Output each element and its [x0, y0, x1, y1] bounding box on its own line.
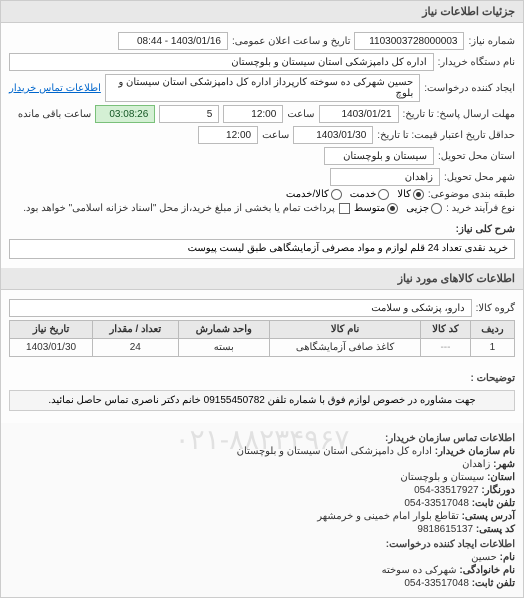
buytype-radio-group: جزیی متوسط — [354, 203, 442, 214]
classification-radio-group: کالا خدمت کالا/خدمت — [286, 189, 424, 200]
buyer-org-label: نام دستگاه خریدار: — [438, 57, 515, 68]
deadline-ext: 5 — [159, 105, 219, 123]
buyer-contact-link[interactable]: اطلاعات تماس خریدار — [9, 83, 101, 94]
public-date-label: تاریخ و ساعت اعلان عمومی: — [232, 36, 351, 47]
th-qty: تعداد / مقدار — [93, 321, 178, 339]
cell-code: --- — [421, 339, 471, 357]
deadline-time: 12:00 — [223, 105, 283, 123]
goods-group-label: گروه کالا: — [476, 303, 515, 314]
buytype-label: نوع فرآیند خرید : — [446, 203, 515, 214]
radio-both[interactable]: کالا/خدمت — [286, 189, 342, 200]
th-name: نام کالا — [270, 321, 421, 339]
radio-kala[interactable]: کالا — [397, 189, 424, 200]
radio-motavasset[interactable]: متوسط — [354, 203, 398, 214]
radio-icon — [387, 203, 398, 214]
contact-postal: کد پستی: 9818615137 — [9, 524, 515, 535]
th-date: تاریخ نیاز — [10, 321, 93, 339]
cell-qty: 24 — [93, 339, 178, 357]
goods-header: اطلاعات کالاهای مورد نیاز — [1, 268, 523, 290]
req-firstname: نام: حسین — [9, 552, 515, 563]
requester-label: ایجاد کننده درخواست: — [424, 83, 515, 94]
th-code: کد کالا — [421, 321, 471, 339]
th-unit: واحد شمارش — [178, 321, 270, 339]
contact-area: اطلاعات تماس سازمان خریدار: نام سازمان خ… — [1, 423, 523, 597]
remaining-time: 03:08:26 — [95, 105, 155, 123]
cell-unit: بسته — [178, 339, 270, 357]
advisory-text: جهت مشاوره در خصوص لوازم فوق با شماره تل… — [9, 390, 515, 411]
province-label: استان محل تحویل: — [438, 151, 515, 162]
need-number-label: شماره نیاز: — [468, 36, 515, 47]
deadline-time-label: ساعت — [287, 109, 314, 120]
cell-name: کاغذ صافی آزمایشگاهی — [270, 339, 421, 357]
public-date-value: 1403/01/16 - 08:44 — [118, 32, 228, 50]
overall-desc-label: شرح کلی نیاز: — [456, 224, 515, 235]
radio-jozei[interactable]: جزیی — [406, 203, 442, 214]
contact-phone: تلفن ثابت: 33517048-054 — [9, 498, 515, 509]
radio-icon — [431, 203, 442, 214]
contact-address: آدرس پستی: تقاطع بلوار امام خمینی و خرمش… — [9, 511, 515, 522]
notes-header: توضیحات : — [9, 373, 515, 384]
validity-label: حداقل تاریخ اعتبار قیمت: تا تاریخ: — [377, 130, 515, 141]
th-idx: ردیف — [470, 321, 514, 339]
buyer-org-value: اداره کل دامپزشکی استان سیستان و بلوچستا… — [9, 53, 434, 71]
contact-province: استان: سیستان و بلوچستان — [9, 472, 515, 483]
cell-date: 1403/01/30 — [10, 339, 93, 357]
city-label: شهر محل تحویل: — [444, 172, 515, 183]
radio-icon — [331, 189, 342, 200]
goods-table: ردیف کد کالا نام کالا واحد شمارش تعداد /… — [9, 320, 515, 357]
remaining-label: ساعت باقی مانده — [18, 109, 91, 120]
req-phone: تلفن ثابت: 33517048-054 — [9, 578, 515, 589]
radio-khedmat[interactable]: خدمت — [350, 189, 390, 200]
overall-desc-value: خرید نقدی تعداد 24 قلم لوازم و مواد مصرف… — [9, 239, 515, 259]
req-lastname: نام خانوادگی: شهرکی ده سوخته — [9, 565, 515, 576]
radio-icon — [413, 189, 424, 200]
validity-time-label: ساعت — [262, 130, 289, 141]
deadline-date: 1403/01/21 — [319, 105, 399, 123]
treasury-checkbox[interactable] — [339, 203, 350, 214]
table-row: 1 --- کاغذ صافی آزمایشگاهی بسته 24 1403/… — [10, 339, 515, 357]
validity-time: 12:00 — [198, 126, 258, 144]
requester-value: حسین شهرکی ده سوخته کارپرداز اداره کل دا… — [105, 74, 420, 102]
province-value: سیستان و بلوچستان — [324, 147, 434, 165]
need-number-value: 1103003728000003 — [354, 32, 464, 50]
classification-label: طبقه بندی موضوعی: — [428, 189, 515, 200]
requester-contact-header: اطلاعات ایجاد کننده درخواست: — [9, 539, 515, 550]
buyer-contact-header: اطلاعات تماس سازمان خریدار: — [9, 433, 515, 444]
city-value: زاهدان — [330, 168, 440, 186]
deadline-label: مهلت ارسال پاسخ: تا تاریخ: — [403, 109, 515, 120]
details-header: جزئیات اطلاعات نیاز — [1, 1, 523, 23]
goods-group-value: دارو، پزشکی و سلامت — [9, 299, 472, 317]
treasury-label: پرداخت تمام یا بخشی از مبلغ خرید،از محل … — [23, 203, 335, 214]
radio-icon — [378, 189, 389, 200]
validity-date: 1403/01/30 — [293, 126, 373, 144]
contact-city: شهر: زاهدان — [9, 459, 515, 470]
contact-fax: دورنگار: 33517927-054 — [9, 485, 515, 496]
cell-idx: 1 — [470, 339, 514, 357]
contact-org: نام سازمان خریدار: اداره کل دامپزشکی است… — [9, 446, 515, 457]
